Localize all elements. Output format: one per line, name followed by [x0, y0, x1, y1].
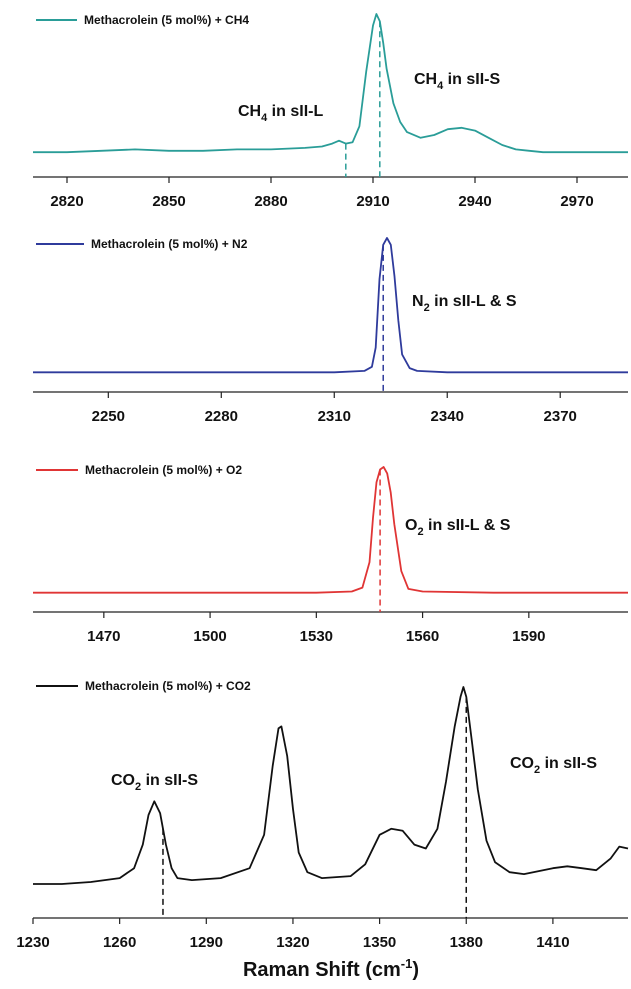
- peak-annotation: CH4 in sII-L: [238, 103, 323, 124]
- x-axis-label-close: ): [412, 959, 419, 981]
- x-tick-label: 2940: [458, 193, 491, 210]
- x-tick-label: 1230: [16, 934, 49, 951]
- annotation-cage: in sII-L: [267, 103, 323, 120]
- spectrum-line: [33, 13, 628, 154]
- x-tick-label: 1380: [450, 934, 483, 951]
- x-tick-label: 2820: [50, 193, 83, 210]
- annotation-subscript: 2: [534, 764, 540, 776]
- annotation-species: O: [405, 517, 417, 534]
- annotation-subscript: 2: [417, 526, 423, 538]
- legend-label: Methacrolein (5 mol%) + O2: [85, 463, 242, 477]
- x-tick-label: 2970: [560, 193, 593, 210]
- x-axis-label: Raman Shift (cm-1): [243, 956, 419, 981]
- x-tick-label: 2880: [254, 193, 287, 210]
- x-tick-label: 2310: [318, 408, 351, 425]
- x-tick-label: 1290: [190, 934, 223, 951]
- x-axis-label-main: Raman Shift (cm: [243, 959, 401, 981]
- peak-annotation: CO2 in sII-S: [111, 772, 198, 793]
- x-tick-label: 2340: [431, 408, 464, 425]
- annotation-species: CH: [238, 103, 261, 120]
- annotation-subscript: 4: [437, 80, 444, 92]
- x-tick-label: 1590: [512, 628, 545, 645]
- x-tick-label: 1470: [87, 628, 120, 645]
- x-tick-label: 2250: [92, 408, 125, 425]
- peak-annotation: CH4 in sII-S: [414, 71, 500, 92]
- legend-label: Methacrolein (5 mol%) + N2: [91, 237, 248, 251]
- legend-label: Methacrolein (5 mol%) + CH4: [84, 13, 249, 27]
- annotation-subscript: 4: [261, 112, 268, 124]
- annotation-cage: in sII-S: [141, 772, 198, 789]
- x-axis-label-superscript: -1: [401, 956, 413, 971]
- peak-annotation: CO2 in sII-S: [510, 755, 597, 776]
- spectrum-line: [33, 686, 629, 885]
- annotation-cage: in sII-S: [443, 71, 500, 88]
- x-tick-label: 1260: [103, 934, 136, 951]
- x-tick-label: 1410: [536, 934, 569, 951]
- x-tick-label: 2910: [356, 193, 389, 210]
- annotation-species: CH: [414, 71, 437, 88]
- x-tick-label: 1560: [406, 628, 439, 645]
- peak-annotation: N2 in sII-L & S: [412, 293, 517, 314]
- annotation-species: CO: [111, 772, 135, 789]
- x-tick-label: 2280: [205, 408, 238, 425]
- spectrum-line: [33, 466, 628, 594]
- annotation-species: N: [412, 293, 424, 310]
- legend-label: Methacrolein (5 mol%) + CO2: [85, 679, 251, 693]
- annotation-cage: in sII-S: [540, 755, 597, 772]
- spectrum-line: [33, 237, 628, 374]
- x-tick-label: 2370: [544, 408, 577, 425]
- peak-annotation: O2 in sII-L & S: [405, 517, 511, 538]
- annotation-subscript: 2: [424, 302, 430, 314]
- annotation-species: CO: [510, 755, 534, 772]
- annotation-cage: in sII-L & S: [430, 293, 517, 310]
- x-tick-label: 1320: [276, 934, 309, 951]
- annotation-subscript: 2: [135, 781, 141, 793]
- annotation-cage: in sII-L & S: [424, 517, 511, 534]
- x-tick-label: 1350: [363, 934, 396, 951]
- x-tick-label: 1530: [300, 628, 333, 645]
- x-tick-label: 1500: [193, 628, 226, 645]
- x-tick-label: 2850: [152, 193, 185, 210]
